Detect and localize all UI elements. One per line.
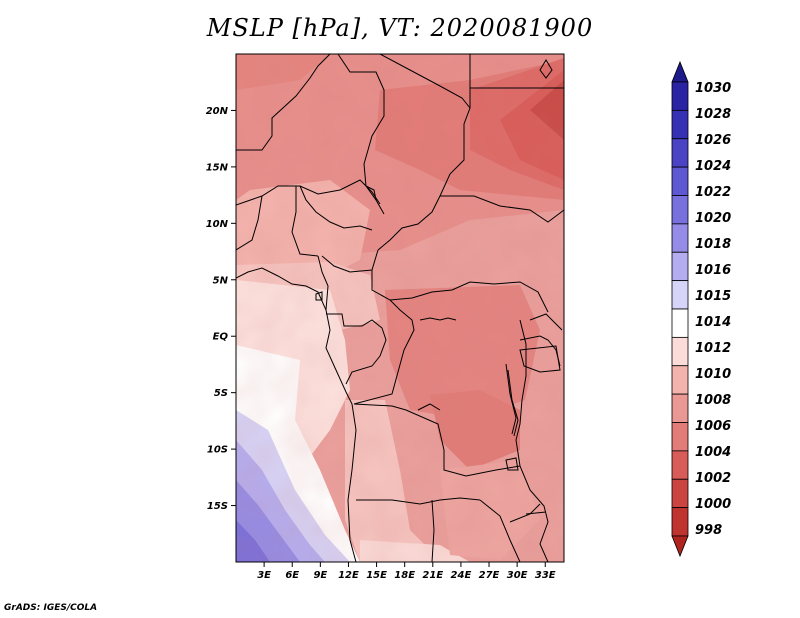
colorbar-swatch (671, 81, 689, 111)
colorbar-label: 1028 (695, 107, 731, 122)
colorbar-swatch (671, 251, 689, 282)
lat-tick-label: EQ (213, 332, 229, 343)
map-frame (235, 53, 565, 563)
colorbar-label: 1014 (695, 315, 731, 330)
colorbar-label: 1000 (695, 497, 731, 512)
colorbar-swatch (671, 393, 689, 423)
lat-tick-label: 15S (207, 501, 228, 512)
colorbar-label: 1018 (695, 237, 731, 252)
colorbar-label: 1010 (695, 367, 731, 382)
lon-tick-label: 12E (338, 570, 359, 581)
colorbar-label: 1008 (695, 393, 731, 408)
colorbar-swatch (671, 422, 689, 452)
colorbar-swatch (671, 478, 689, 509)
colorbar-swatch (671, 166, 689, 196)
latitude-axis: 20N 15N 10N 5N EQ 5S 10S 15S (206, 106, 236, 512)
lon-tick-label: 6E (285, 570, 299, 581)
colorbar-swatch (671, 336, 689, 367)
country-borders (236, 54, 564, 562)
colorbar-swatch (671, 60, 689, 83)
lat-tick-label: 5N (213, 275, 229, 286)
colorbar-label: 1026 (695, 133, 731, 148)
lat-tick-label: 10N (206, 219, 229, 230)
lon-tick-label: 27E (479, 570, 500, 581)
colorbar-swatch (671, 195, 689, 225)
colorbar-label: 1022 (695, 185, 731, 200)
colorbar-swatch (671, 450, 689, 480)
lon-tick-label: 3E (257, 570, 271, 581)
colorbar-swatch (671, 365, 689, 395)
lat-tick-label: 20N (206, 106, 229, 117)
colorbar-swatch (671, 223, 689, 253)
colorbar-label: 1016 (695, 263, 731, 278)
credit-label: GrADS: IGES/COLA (4, 603, 98, 613)
colorbar-swatch (671, 308, 689, 338)
colorbar-label: 1024 (695, 159, 731, 174)
lon-tick-label: 24E (451, 570, 472, 581)
colorbar-swatch (671, 535, 689, 558)
colorbar-label: 1004 (695, 445, 731, 460)
colorbar: 1030 1028 1026 1024 1022 1020 1018 1016 1015 1014… (671, 60, 731, 558)
lon-tick-label: 30E (507, 570, 528, 581)
colorbar-label: 1020 (695, 211, 731, 226)
lon-tick-label: 9E (313, 570, 327, 581)
lon-tick-label: 33E (535, 570, 556, 581)
colorbar-label: 1002 (695, 471, 731, 486)
colorbar-swatch (671, 280, 689, 310)
lat-tick-label: 10S (207, 445, 228, 456)
colorbar-label: 1030 (695, 81, 731, 96)
lon-tick-label: 18E (394, 570, 415, 581)
colorbar-swatch (671, 109, 689, 140)
colorbar-label: 1015 (695, 289, 731, 304)
colorbar-swatch (671, 138, 689, 168)
colorbar-label: 1006 (695, 419, 731, 434)
lon-tick-label: 15E (366, 570, 387, 581)
colorbar-label: 998 (695, 523, 722, 538)
colorbar-swatch (671, 507, 689, 537)
longitude-axis: 3E 6E 9E 12E 15E 18E 21E 24E 27E 30E 33E (257, 562, 556, 581)
colorbar-label: 1012 (695, 341, 731, 356)
map-title: MSLP [hPa], VT: 2020081900 (206, 14, 594, 42)
lat-tick-label: 5S (214, 388, 228, 399)
lon-tick-label: 21E (422, 570, 443, 581)
lat-tick-label: 15N (206, 162, 229, 173)
pressure-field (236, 54, 564, 562)
